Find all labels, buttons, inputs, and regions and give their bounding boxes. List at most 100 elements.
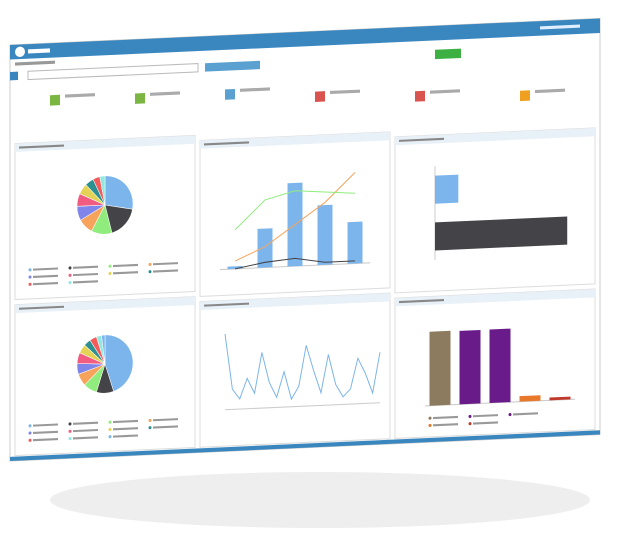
legend-dot [148, 426, 152, 430]
kpi-text [65, 93, 95, 98]
kpi-text [150, 91, 180, 96]
user-menu[interactable] [540, 24, 580, 30]
bar [435, 174, 459, 204]
legend-dot [148, 418, 152, 422]
panel-header [395, 289, 595, 307]
bar [435, 216, 568, 251]
legend-text [73, 421, 98, 425]
menu-toggle[interactable] [10, 71, 18, 81]
bar [317, 204, 333, 266]
search-input[interactable] [27, 63, 199, 81]
pie-slice [104, 175, 134, 210]
panel-title [204, 302, 249, 307]
legend-dot [148, 262, 152, 266]
filter-tag[interactable] [205, 60, 260, 72]
legend-text [113, 434, 138, 438]
panel-title [399, 137, 444, 142]
kpi-cards [50, 87, 565, 106]
legend-text [113, 271, 138, 275]
panel-header [15, 135, 195, 152]
legend-dot [428, 423, 432, 428]
panel-title [399, 298, 444, 304]
panel-title [204, 141, 249, 146]
device-shadow [50, 472, 590, 528]
legend-text [33, 430, 58, 434]
bar [429, 330, 451, 406]
legend-text [113, 427, 138, 431]
legend-text [73, 265, 98, 269]
panel-title [19, 144, 64, 149]
kpi-text [330, 89, 360, 95]
bar [459, 329, 481, 405]
legend-dot [108, 420, 112, 424]
bar [347, 221, 363, 264]
legend-text [73, 280, 98, 284]
legend-dot [68, 266, 72, 270]
update-button[interactable] [435, 48, 461, 60]
legend-text [473, 414, 498, 418]
kpi-icon [415, 90, 425, 102]
panel-header [15, 296, 195, 314]
legend-text [33, 267, 58, 271]
footer-bar [10, 430, 600, 461]
legend-dot [68, 280, 72, 285]
logo [15, 46, 25, 58]
series-line [234, 257, 355, 270]
legend-text [33, 282, 58, 286]
bar [489, 328, 511, 404]
legend-dot [68, 429, 72, 433]
kpi-icon [225, 88, 235, 100]
series-line [234, 190, 356, 231]
legend-text [473, 421, 498, 425]
legend-dot [28, 275, 32, 279]
legend-text [113, 419, 138, 424]
kpi-text [535, 88, 565, 94]
series-line [224, 333, 381, 401]
panel-header [200, 131, 390, 149]
legend-text [513, 412, 538, 416]
bar [549, 396, 571, 401]
legend-dot [468, 414, 472, 418]
kpi-text [430, 89, 460, 94]
kpi-text [240, 87, 270, 92]
legend-text [33, 423, 58, 427]
legend-dot [508, 413, 512, 417]
legend-text [153, 425, 178, 429]
pie-slice [104, 334, 134, 392]
legend-text [433, 415, 458, 420]
kpi-icon [50, 94, 60, 106]
legend-dot [468, 422, 472, 426]
legend-dot [108, 271, 112, 276]
legend-text [153, 262, 178, 266]
legend-dot [148, 270, 152, 274]
legend-text [73, 272, 98, 277]
legend-text [433, 423, 458, 427]
legend-text [33, 274, 58, 278]
legend-dot [108, 264, 112, 268]
axis [225, 402, 380, 411]
legend-dot [68, 422, 72, 426]
bar [257, 228, 273, 268]
legend-dot [68, 436, 72, 441]
legend-dot [28, 282, 32, 286]
panel-title [19, 305, 64, 310]
panel-header [395, 127, 595, 146]
bar [519, 395, 541, 402]
legend-text [113, 263, 138, 268]
legend-text [73, 428, 98, 433]
legend-dot [28, 424, 32, 428]
legend-dot [108, 435, 112, 439]
legend-text [153, 269, 178, 273]
panel-header [200, 293, 390, 310]
kpi-icon [520, 90, 530, 102]
panel [394, 127, 596, 294]
pie-slice [101, 334, 106, 365]
legend-dot [28, 431, 32, 435]
header-bar [10, 18, 600, 60]
kpi-icon [135, 93, 145, 104]
legend-text [73, 436, 98, 440]
legend-text [33, 438, 58, 442]
logo-text [28, 48, 50, 54]
